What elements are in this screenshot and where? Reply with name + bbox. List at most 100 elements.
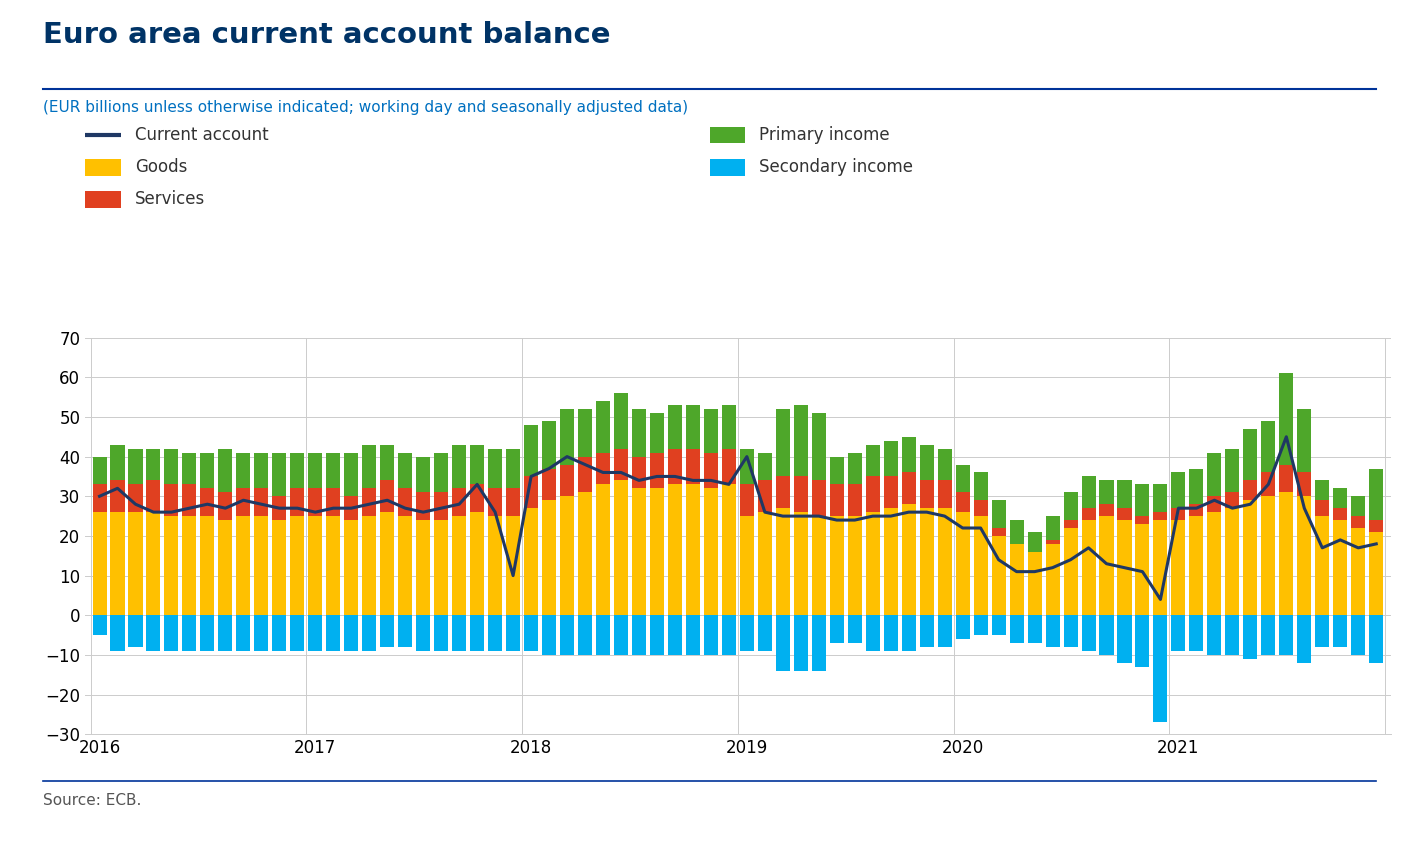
Bar [200,489,214,516]
Bar [938,480,952,508]
Bar [901,504,915,615]
Bar [1135,484,1149,516]
Bar [200,615,214,651]
Bar [596,615,610,655]
Bar [308,489,322,516]
Bar [847,615,861,643]
Bar [416,457,430,492]
Bar [272,452,287,496]
Bar [1046,517,1060,540]
Bar [326,489,341,516]
Bar [542,421,556,468]
Bar [1100,504,1114,516]
Bar [219,520,233,615]
Bar [507,615,521,651]
Bar [1189,516,1203,615]
Bar [1351,496,1365,516]
Bar [1261,615,1276,655]
Bar [1081,520,1095,615]
Bar [1226,492,1239,508]
Bar [1351,516,1365,528]
Bar [758,480,772,512]
Bar [1135,516,1149,524]
Bar [1315,516,1330,615]
Bar [1334,508,1347,520]
Bar [739,615,753,651]
Bar [614,480,629,615]
Bar [1100,480,1114,504]
Bar [685,615,700,655]
Bar [668,484,683,615]
Bar [992,536,1006,615]
Bar [685,484,700,615]
Bar [470,615,484,651]
Bar [92,484,106,512]
Bar [776,508,790,615]
Text: Goods: Goods [135,158,187,176]
Bar [507,449,521,489]
Bar [111,480,125,512]
Bar [1135,524,1149,615]
Bar [704,489,718,615]
Bar [200,516,214,615]
Bar [1208,512,1222,615]
Bar [1280,373,1293,464]
Bar [1261,421,1276,473]
Bar [884,508,898,615]
Bar [847,516,861,615]
Bar [237,615,250,651]
Bar [739,449,753,484]
Bar [685,405,700,449]
Bar [434,492,448,520]
Bar [901,437,915,473]
Bar [416,492,430,520]
Bar [254,516,268,615]
Bar [1189,504,1203,516]
Bar [1297,409,1311,473]
Bar [237,516,250,615]
Bar [955,512,969,615]
Bar [578,409,592,457]
Bar [416,615,430,651]
Bar [1063,528,1077,615]
Bar [129,615,142,647]
Bar [793,405,807,476]
Bar [1081,476,1095,508]
Bar [380,615,394,647]
Bar [453,516,467,615]
Bar [758,452,772,480]
Bar [1226,449,1239,492]
Bar [561,496,575,615]
Bar [938,508,952,615]
Bar [973,615,988,635]
Bar [793,476,807,512]
Bar [362,445,376,489]
Bar [1334,615,1347,647]
Bar [291,615,304,651]
Bar [453,445,467,489]
Bar [453,489,467,516]
Bar [542,615,556,655]
Bar [631,409,646,457]
Bar [866,512,880,615]
Bar [470,484,484,512]
Bar [165,484,179,516]
Bar [722,405,736,449]
Bar [254,452,268,489]
Bar [1154,615,1168,722]
Bar [1189,615,1203,651]
Bar [1208,496,1222,512]
Bar [488,516,502,615]
Bar [1009,544,1023,615]
Bar [524,615,538,651]
Bar [399,516,413,615]
Bar [488,615,502,651]
Bar [416,520,430,615]
Bar [650,452,664,489]
Bar [812,516,826,615]
Bar [1369,532,1384,615]
Bar [596,484,610,615]
Bar [704,615,718,655]
Bar [793,615,807,671]
Text: Current account: Current account [135,126,268,144]
